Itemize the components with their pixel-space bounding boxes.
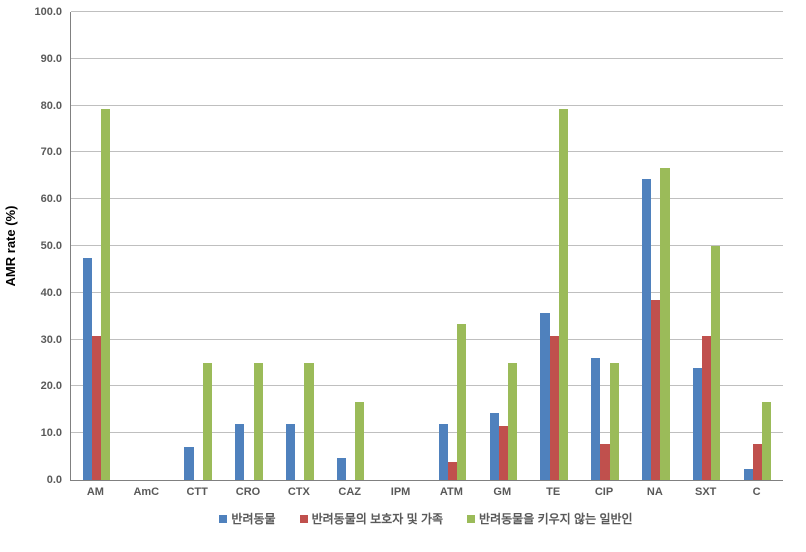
bar [499,426,508,480]
x-tick-label: SXT [695,486,716,498]
bar [753,444,762,480]
bar [304,363,313,480]
bar [744,469,753,480]
legend-label: 반려동물의 보호자 및 가족 [312,510,443,527]
bar [508,363,517,480]
bar [651,300,660,480]
gridline [71,151,783,152]
x-tick-label: CRO [236,486,260,498]
x-tick-label: AmC [133,486,159,498]
bar [610,363,619,480]
legend-label: 반려동물을 키우지 않는 일반인 [479,510,633,527]
x-tick-label: C [753,486,761,498]
bar [184,447,193,480]
amr-rate-bar-chart: ******* 0.010.020.030.040.050.060.070.08… [0,0,806,552]
bar [600,444,609,480]
y-tick-label: 0.0 [0,474,62,486]
x-tick-label: IPM [391,486,411,498]
legend-swatch [300,515,308,523]
bar [591,358,600,480]
legend-item: 반려동물의 보호자 및 가족 [300,510,443,527]
gridline [71,11,783,12]
bar [337,458,346,480]
bar [762,402,771,480]
x-tick-label: CTT [186,486,207,498]
plot-area: ******* [70,12,783,481]
y-tick-label: 20.0 [0,380,62,392]
x-tick-label: GM [493,486,511,498]
x-tick-label: CAZ [338,486,361,498]
gridline [71,58,783,59]
bar [286,424,295,480]
bar [702,336,711,480]
bar [457,324,466,480]
bar [448,462,457,480]
x-tick-label: CIP [595,486,613,498]
y-tick-label: 80.0 [0,100,62,112]
gridline [71,385,783,386]
gridline [71,339,783,340]
y-tick-label: 100.0 [0,6,62,18]
bar [92,336,101,480]
y-tick-label: 30.0 [0,334,62,346]
legend-item: 반려동물 [219,510,275,527]
gridline [71,105,783,106]
y-tick-label: 70.0 [0,146,62,158]
bar [550,336,559,480]
bar [559,109,568,480]
bar [540,313,549,480]
bar [203,363,212,480]
bar [693,368,702,480]
bar [660,168,669,480]
bar [711,246,720,480]
y-tick-label: 40.0 [0,287,62,299]
bar [83,258,92,480]
x-tick-label: NA [647,486,663,498]
x-tick-label: ATM [440,486,463,498]
y-axis-title: AMR rate (%) [3,206,18,287]
y-tick-label: 90.0 [0,53,62,65]
y-tick-label: 60.0 [0,193,62,205]
legend-swatch [467,515,475,523]
x-tick-label: TE [546,486,560,498]
gridline [71,198,783,199]
gridline [71,432,783,433]
legend-item: 반려동물을 키우지 않는 일반인 [467,510,633,527]
bar [490,413,499,480]
gridline [71,245,783,246]
gridline [71,292,783,293]
bar [439,424,448,480]
y-tick-label: 10.0 [0,427,62,439]
legend-swatch [219,515,227,523]
bar [642,179,651,480]
x-tick-label: AM [87,486,104,498]
x-tick-label: CTX [288,486,310,498]
legend: 반려동물 반려동물의 보호자 및 가족 반려동물을 키우지 않는 일반인 [70,510,782,527]
legend-label: 반려동물 [231,510,275,527]
bar [235,424,244,480]
bar [254,363,263,480]
bar [355,402,364,480]
bar [101,109,110,480]
